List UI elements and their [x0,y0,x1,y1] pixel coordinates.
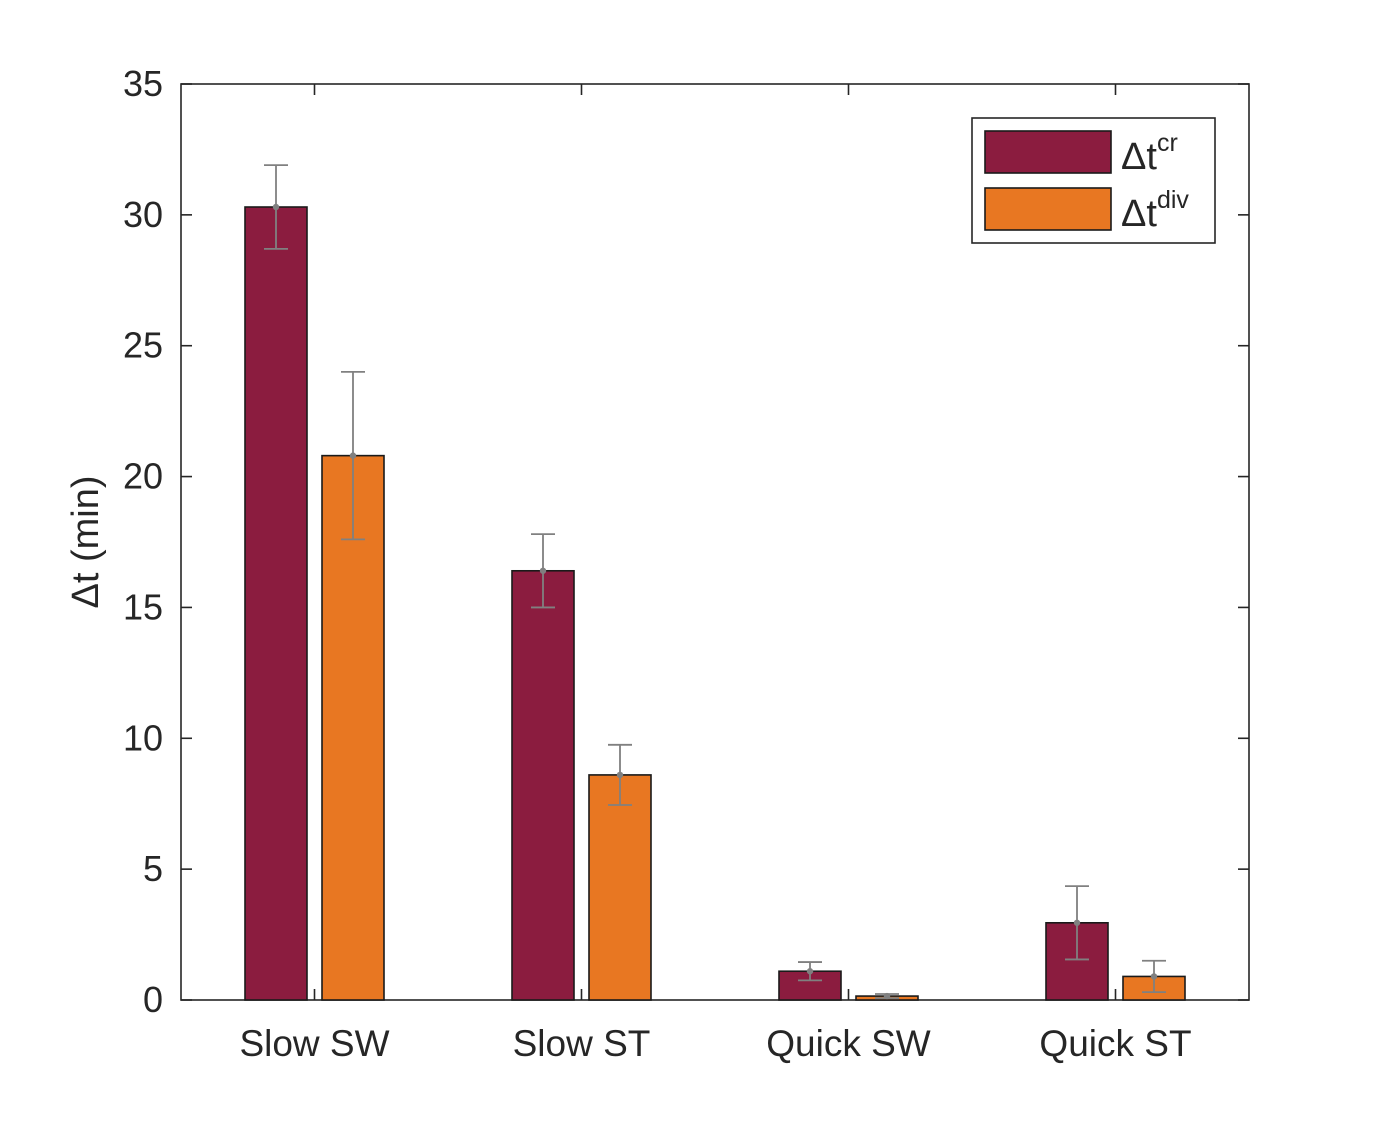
y-tick-label-15: 15 [123,586,163,627]
x-tick-label-3: Quick ST [1039,1023,1191,1064]
y-tick-labels: 0 5 10 15 20 25 30 35 [123,63,163,1020]
bar-cr-3 [1045,921,1109,1001]
y-tick-label-35: 35 [123,63,163,104]
y-tick-label-5: 5 [143,848,163,889]
error-bar-cr-2 [798,961,822,982]
bar-div-1 [588,774,652,1001]
error-bar-div-1 [608,743,632,806]
error-bar-mean-marker [349,452,357,459]
error-bar-mean-marker [1073,919,1081,926]
legend-label-div: Δtdiv [1121,186,1189,235]
y-tick-label-10: 10 [123,717,163,758]
error-bars [264,164,1166,1000]
error-bar-div-0 [341,370,365,541]
error-bar-mean-marker [883,992,891,1000]
error-bar-mean-marker [1150,973,1158,980]
y-tick-label-25: 25 [123,325,163,366]
x-tick-label-2: Quick SW [766,1023,931,1064]
legend-swatch-cr [984,130,1112,174]
y-tick-label-30: 30 [123,194,163,235]
error-bar-cr-1 [531,533,555,609]
y-axis-label: Δt (min) [65,475,107,608]
error-bar-div-2 [875,992,899,1000]
x-tick-label-1: Slow ST [513,1023,651,1064]
legend: Δtcr Δtdiv [971,117,1216,244]
axis-ticks [181,83,1249,1001]
error-bar-mean-marker [616,771,624,779]
legend-label-cr: Δtcr [1121,129,1178,178]
error-bar-cr-3 [1065,885,1089,961]
y-tick-label-0: 0 [143,979,163,1020]
error-bar-cr-0 [264,164,288,250]
bar-cr-1 [511,569,575,1001]
bar-cr-2 [778,970,842,1001]
error-bar-mean-marker [539,567,547,574]
error-bar-div-3 [1142,959,1166,994]
y-tick-label-20: 20 [123,456,163,497]
error-bar-mean-marker [806,968,814,975]
bar-div-0 [321,454,385,1001]
x-tick-label-0: Slow SW [239,1023,389,1064]
error-bar-mean-marker [272,203,280,211]
x-tick-labels: Slow SW Slow ST Quick SW Quick ST [239,1023,1191,1064]
bar-cr-0 [244,206,308,1001]
legend-swatch-div [984,187,1112,231]
